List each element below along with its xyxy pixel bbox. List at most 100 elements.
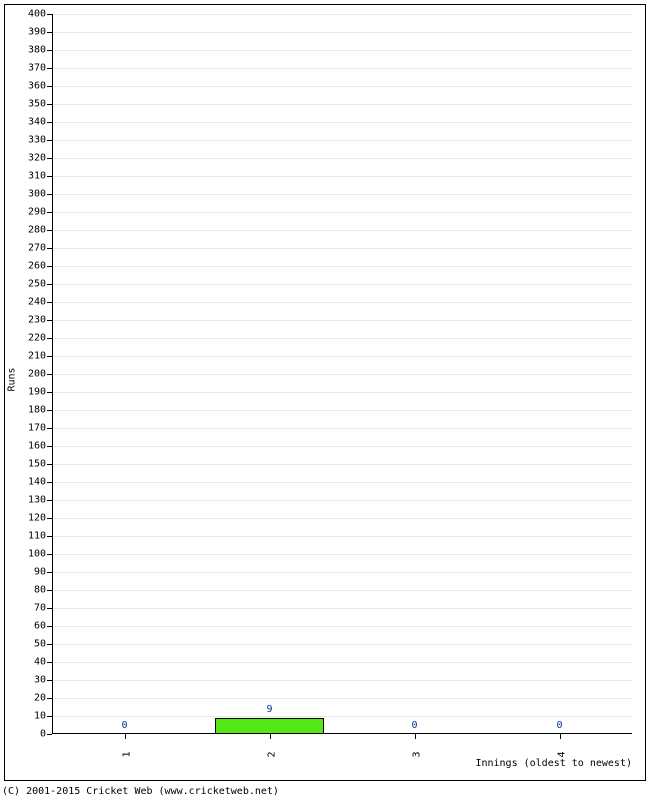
- gridline: [52, 662, 632, 663]
- y-tick-label: 190: [22, 387, 46, 398]
- gridline: [52, 698, 632, 699]
- x-tick-label: 3: [411, 752, 422, 758]
- y-tick-mark: [47, 734, 52, 735]
- y-tick-mark: [47, 392, 52, 393]
- gridline: [52, 572, 632, 573]
- y-tick-label: 350: [22, 99, 46, 110]
- y-tick-label: 90: [22, 567, 46, 578]
- y-tick-label: 210: [22, 351, 46, 362]
- y-tick-mark: [47, 248, 52, 249]
- y-tick-label: 400: [22, 9, 46, 20]
- x-tick-mark: [125, 734, 126, 739]
- gridline: [52, 122, 632, 123]
- gridline: [52, 374, 632, 375]
- x-tick-label: 4: [556, 752, 567, 758]
- y-tick-mark: [47, 212, 52, 213]
- y-tick-label: 200: [22, 369, 46, 380]
- y-tick-mark: [47, 698, 52, 699]
- y-tick-label: 170: [22, 423, 46, 434]
- y-tick-label: 110: [22, 531, 46, 542]
- y-tick-mark: [47, 266, 52, 267]
- y-tick-label: 300: [22, 189, 46, 200]
- plot-area: [52, 14, 632, 734]
- bar-value-label: 0: [411, 720, 417, 731]
- y-tick-label: 260: [22, 261, 46, 272]
- gridline: [52, 302, 632, 303]
- gridline: [52, 212, 632, 213]
- y-tick-mark: [47, 428, 52, 429]
- y-tick-mark: [47, 554, 52, 555]
- gridline: [52, 554, 632, 555]
- y-tick-mark: [47, 482, 52, 483]
- gridline: [52, 626, 632, 627]
- y-tick-label: 270: [22, 243, 46, 254]
- y-tick-mark: [47, 536, 52, 537]
- gridline: [52, 194, 632, 195]
- y-tick-mark: [47, 14, 52, 15]
- y-tick-label: 230: [22, 315, 46, 326]
- bar-value-label: 0: [121, 720, 127, 731]
- gridline: [52, 446, 632, 447]
- gridline: [52, 644, 632, 645]
- gridline: [52, 158, 632, 159]
- y-tick-label: 250: [22, 279, 46, 290]
- gridline: [52, 536, 632, 537]
- y-tick-mark: [47, 86, 52, 87]
- gridline: [52, 590, 632, 591]
- copyright-footer: (C) 2001-2015 Cricket Web (www.cricketwe…: [2, 786, 279, 797]
- y-tick-label: 340: [22, 117, 46, 128]
- gridline: [52, 464, 632, 465]
- y-tick-mark: [47, 50, 52, 51]
- y-tick-label: 30: [22, 675, 46, 686]
- y-tick-mark: [47, 590, 52, 591]
- y-tick-mark: [47, 158, 52, 159]
- y-tick-label: 40: [22, 657, 46, 668]
- y-tick-mark: [47, 140, 52, 141]
- gridline: [52, 428, 632, 429]
- y-tick-label: 50: [22, 639, 46, 650]
- y-tick-mark: [47, 410, 52, 411]
- y-tick-mark: [47, 302, 52, 303]
- y-tick-label: 150: [22, 459, 46, 470]
- y-tick-label: 160: [22, 441, 46, 452]
- gridline: [52, 176, 632, 177]
- x-tick-label: 2: [266, 752, 277, 758]
- y-tick-label: 60: [22, 621, 46, 632]
- y-tick-mark: [47, 356, 52, 357]
- y-tick-mark: [47, 32, 52, 33]
- gridline: [52, 338, 632, 339]
- gridline: [52, 500, 632, 501]
- gridline: [52, 50, 632, 51]
- gridline: [52, 104, 632, 105]
- y-tick-label: 120: [22, 513, 46, 524]
- gridline: [52, 140, 632, 141]
- gridline: [52, 392, 632, 393]
- y-tick-mark: [47, 374, 52, 375]
- gridline: [52, 356, 632, 357]
- y-tick-label: 240: [22, 297, 46, 308]
- gridline: [52, 320, 632, 321]
- y-tick-mark: [47, 230, 52, 231]
- gridline: [52, 86, 632, 87]
- y-tick-label: 80: [22, 585, 46, 596]
- x-tick-label: 1: [121, 752, 132, 758]
- gridline: [52, 248, 632, 249]
- y-tick-mark: [47, 626, 52, 627]
- bar-value-label: 0: [556, 720, 562, 731]
- y-tick-label: 20: [22, 693, 46, 704]
- y-axis-label: Runs: [7, 367, 18, 391]
- gridline: [52, 410, 632, 411]
- gridline: [52, 680, 632, 681]
- y-tick-mark: [47, 338, 52, 339]
- y-tick-mark: [47, 644, 52, 645]
- y-tick-label: 140: [22, 477, 46, 488]
- y-tick-label: 290: [22, 207, 46, 218]
- bar-value-label: 9: [266, 704, 272, 715]
- y-tick-label: 390: [22, 27, 46, 38]
- gridline: [52, 68, 632, 69]
- y-tick-mark: [47, 518, 52, 519]
- gridline: [52, 716, 632, 717]
- y-tick-mark: [47, 194, 52, 195]
- y-tick-mark: [47, 446, 52, 447]
- y-tick-mark: [47, 662, 52, 663]
